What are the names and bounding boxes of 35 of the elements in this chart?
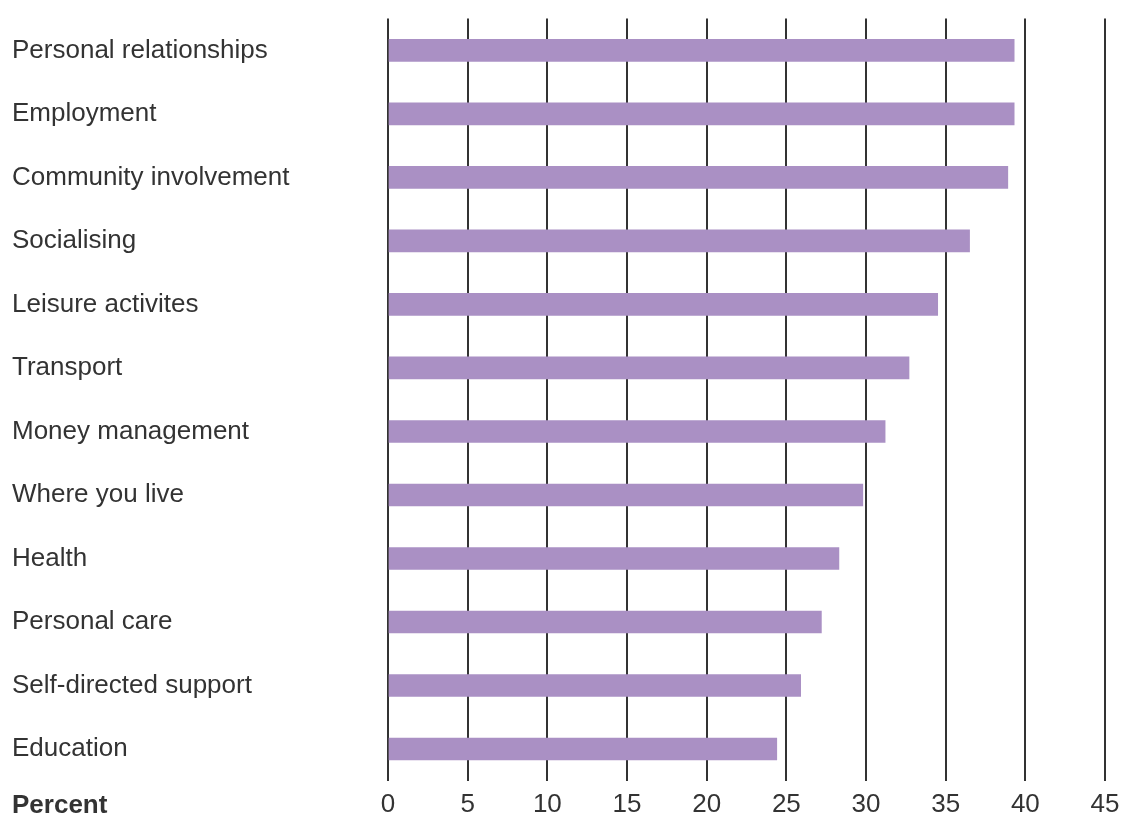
x-tick-label: 5 xyxy=(460,787,475,818)
x-tick-label: 10 xyxy=(532,787,562,818)
x-tick-label: 20 xyxy=(692,787,722,818)
x-tick-label: 0 xyxy=(380,787,396,818)
x-tick-label: 45 xyxy=(1090,787,1120,818)
y-tick-label: Self-directed support xyxy=(12,668,253,699)
y-tick-label: Community involvement xyxy=(12,160,291,191)
y-tick-label: Education xyxy=(12,732,128,763)
y-tick-label: Leisure activites xyxy=(12,287,199,318)
bar xyxy=(388,166,1009,189)
x-tick-label: 35 xyxy=(931,787,961,818)
bar xyxy=(388,39,1015,62)
y-tick-label: Where you live xyxy=(12,478,184,509)
bar xyxy=(388,483,864,507)
bar xyxy=(388,547,840,570)
x-tick-label: 40 xyxy=(1010,787,1040,818)
bar xyxy=(388,737,778,761)
y-tick-label: Personal care xyxy=(12,605,173,636)
bar xyxy=(388,420,886,443)
x-tick-label: 25 xyxy=(771,787,801,818)
y-tick-label: Transport xyxy=(12,351,124,382)
bar xyxy=(388,102,1015,126)
y-tick-label: Personal relationships xyxy=(12,33,268,64)
x-axis-title: Percent xyxy=(12,789,108,820)
y-tick-label: Socialising xyxy=(12,224,137,255)
bar xyxy=(388,674,801,697)
x-tick-label: 30 xyxy=(851,787,881,818)
bar xyxy=(388,610,822,634)
bar xyxy=(388,229,970,253)
bar xyxy=(388,293,939,316)
y-tick-label: Employment xyxy=(12,97,158,128)
x-tick-label: 15 xyxy=(612,787,642,818)
y-tick-label: Money management xyxy=(12,414,250,445)
y-tick-label: Health xyxy=(12,541,88,572)
bar xyxy=(388,356,910,380)
